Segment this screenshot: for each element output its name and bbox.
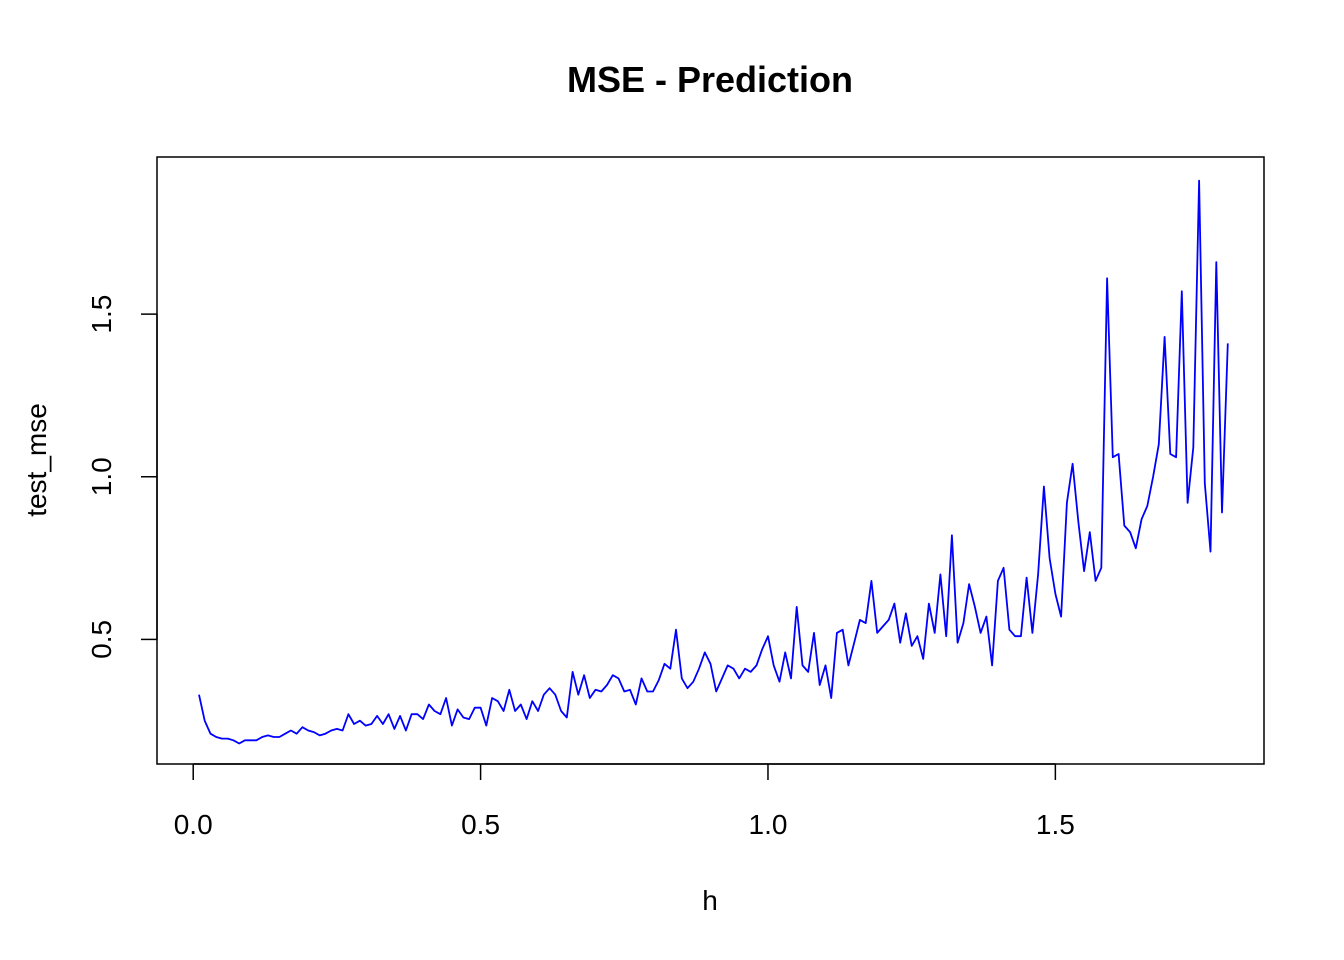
series-line (198, 179, 1229, 745)
x-tick-label: 1.5 (1036, 809, 1075, 840)
y-tick-label: 1.0 (86, 457, 117, 496)
y-tick-label: 0.5 (86, 620, 117, 659)
x-axis: 0.0 0.5 1.0 1.5 (174, 763, 1075, 840)
chart-title: MSE - Prediction (567, 59, 853, 100)
x-axis-label: h (702, 885, 718, 916)
x-tick-label: 0.5 (461, 809, 500, 840)
y-axis-label: test_mse (21, 403, 52, 517)
x-tick-label: 1.0 (749, 809, 788, 840)
plot-frame (156, 156, 1265, 765)
y-axis: 0.5 1.0 1.5 (86, 295, 158, 659)
y-tick-label: 1.5 (86, 295, 117, 334)
x-tick-label: 0.0 (174, 809, 213, 840)
